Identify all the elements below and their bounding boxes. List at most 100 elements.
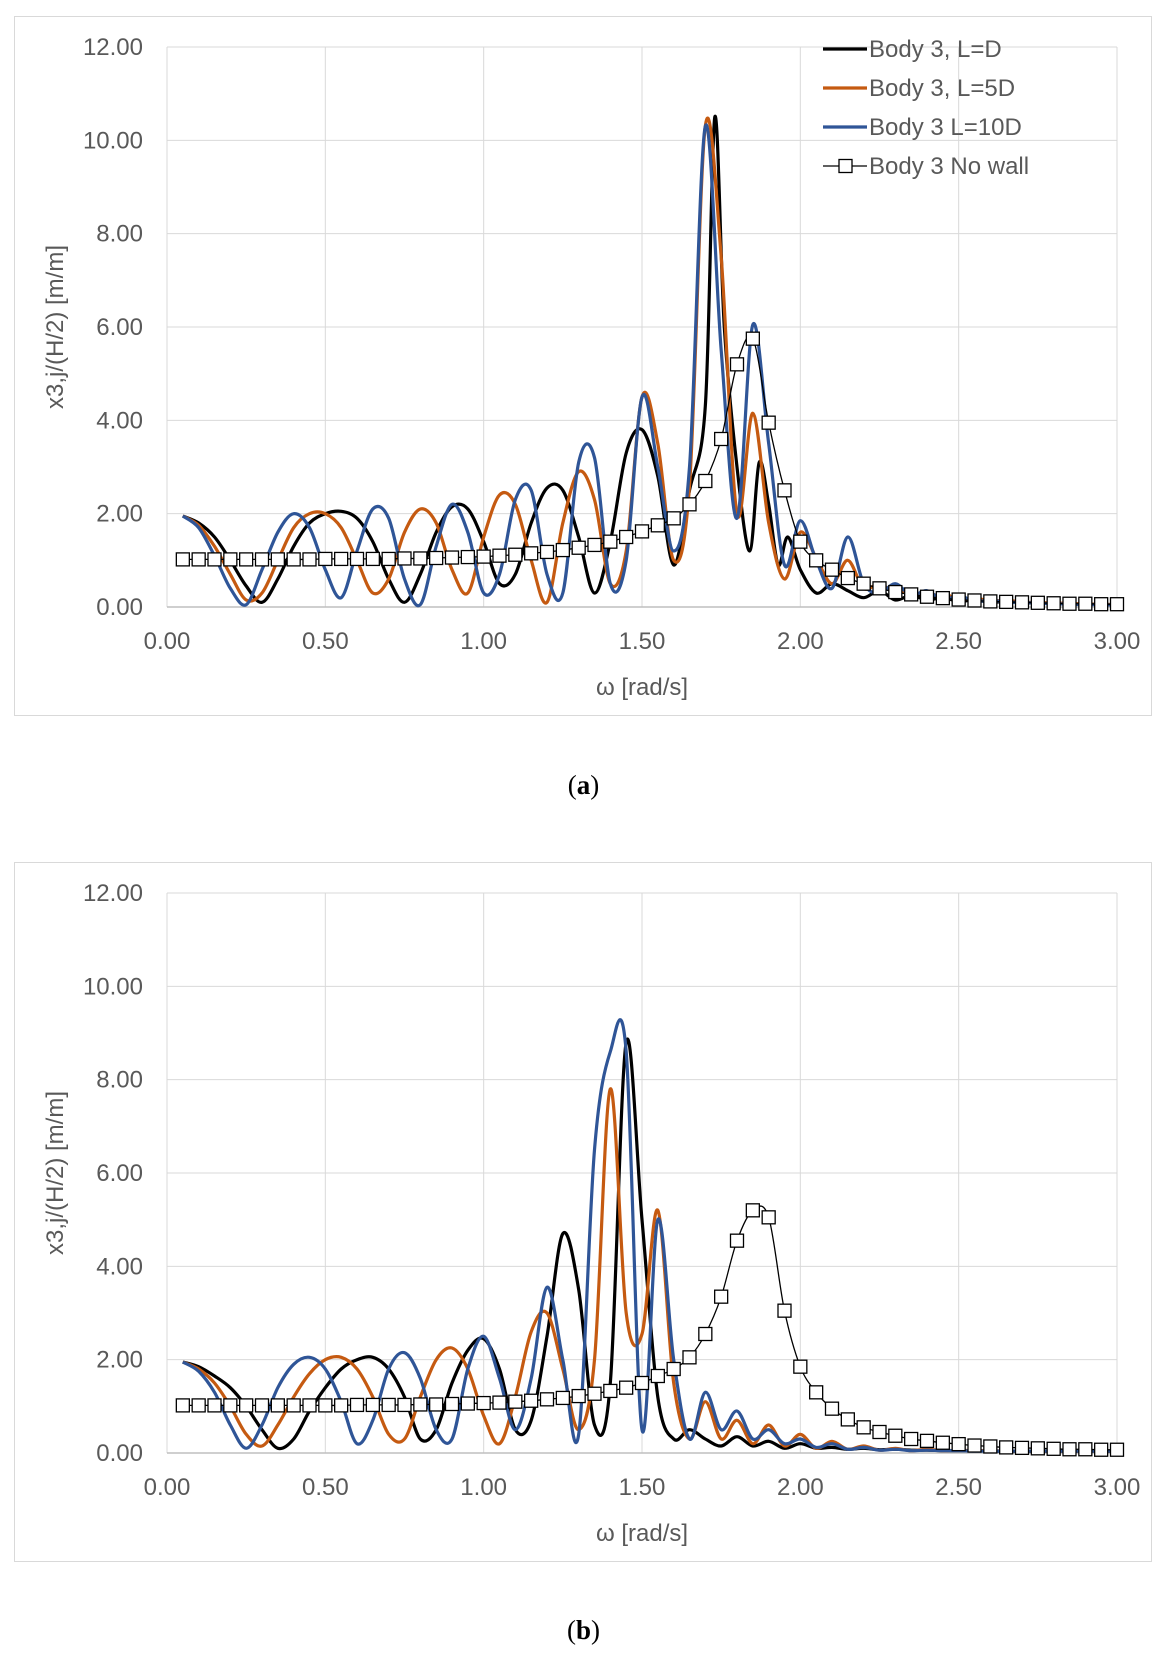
- series-marker: [714, 1289, 729, 1304]
- series-marker: [967, 593, 982, 608]
- legend-label: Body 3, L=D: [869, 36, 1002, 63]
- series-marker: [650, 518, 665, 533]
- series-marker: [888, 584, 903, 600]
- series-marker: [935, 590, 950, 606]
- series-marker: [1030, 595, 1045, 610]
- series-marker: [587, 1386, 602, 1401]
- series-line-2: [181, 123, 1118, 608]
- series-line-0: [182, 1037, 1117, 1453]
- series-marker: [745, 1203, 760, 1218]
- y-tick-label: 4.00: [96, 1253, 143, 1280]
- series-marker: [824, 562, 840, 577]
- series-marker: [761, 415, 776, 430]
- y-tick-label: 0.00: [96, 1440, 143, 1467]
- legend-label: Body 3 L=10D: [869, 114, 1022, 141]
- y-tick-label: 2.00: [96, 1347, 143, 1374]
- x-tick-label: 0.00: [144, 628, 191, 655]
- series-marker: [1094, 1442, 1109, 1457]
- series-marker: [508, 1394, 523, 1409]
- series-marker: [999, 1440, 1014, 1455]
- series-marker: [365, 551, 380, 567]
- series-marker: [397, 1397, 412, 1413]
- series-marker: [1030, 1441, 1045, 1456]
- series-marker: [555, 1390, 570, 1406]
- chart-b-svg: 0.00 0.50 1.00 1.50 2.00 2.50 3.00 0.00 2.00 4.00…: [42, 880, 1140, 1547]
- series-marker: [840, 1412, 855, 1427]
- y-tick-label: 4.00: [96, 407, 143, 434]
- series-marker: [429, 550, 444, 566]
- series-marker: [254, 1398, 270, 1413]
- series-marker: [809, 1385, 824, 1400]
- legend-label: Body 3, L=5D: [869, 75, 1015, 102]
- series-marker: [381, 1397, 396, 1413]
- series-marker: [365, 1397, 380, 1413]
- series-marker: [809, 553, 824, 568]
- x-tick-label: 0.00: [144, 1474, 191, 1501]
- series-line-1: [182, 1087, 1117, 1453]
- series-marker: [1062, 596, 1077, 611]
- series-marker: [492, 548, 507, 563]
- series-marker: [904, 1431, 919, 1447]
- series-marker: [286, 1398, 301, 1413]
- series-marker: [999, 594, 1014, 610]
- series-marker: [1078, 1442, 1093, 1457]
- series-marker: [904, 587, 919, 602]
- series-marker: [349, 1397, 365, 1413]
- series-marker: [714, 431, 729, 447]
- y-tick-label: 10.00: [83, 973, 143, 1000]
- caption-a: (a): [567, 770, 600, 800]
- series-marker: [1046, 596, 1061, 611]
- series-marker: [745, 331, 760, 346]
- x-tick-label: 2.00: [777, 1474, 824, 1501]
- series-marker: [1109, 597, 1125, 612]
- y-tick-label: 8.00: [96, 221, 143, 248]
- y-tick-label: 12.00: [83, 880, 143, 907]
- series-marker: [508, 547, 523, 562]
- series-marker: [492, 1395, 507, 1410]
- x-tick-label: 1.00: [460, 1474, 507, 1501]
- series-marker: [239, 552, 254, 567]
- chart-a-svg: 0.00 0.50 1.00 1.50 2.00 2.50 3.00 0.00 2.00 4.00…: [42, 34, 1140, 701]
- x-tick-label: 2.50: [935, 628, 982, 655]
- series-marker: [587, 537, 602, 553]
- series-marker: [460, 549, 475, 565]
- series-marker: [856, 576, 871, 591]
- series-marker: [175, 552, 190, 567]
- series-marker: [254, 552, 270, 567]
- series-marker: [191, 1398, 206, 1413]
- series-marker: [619, 529, 634, 545]
- x-tick-label: 1.50: [619, 628, 666, 655]
- series-marker: [397, 551, 412, 566]
- series-marker: [919, 1433, 935, 1449]
- legend-swatch-marker: [838, 158, 853, 174]
- series-marker: [1062, 1442, 1077, 1457]
- series-marker: [951, 1436, 966, 1452]
- series-line-1: [181, 116, 1118, 607]
- series-marker: [460, 1396, 475, 1411]
- series-marker: [239, 1398, 254, 1413]
- series-marker: [1109, 1442, 1125, 1457]
- series-marker: [223, 1398, 238, 1413]
- y-tick-label: 6.00: [96, 1160, 143, 1187]
- series-marker: [983, 594, 998, 609]
- series-marker: [413, 1397, 428, 1412]
- series-marker: [191, 552, 206, 567]
- series-marker: [223, 552, 238, 567]
- series-marker: [571, 540, 586, 555]
- series-marker: [555, 542, 570, 558]
- series-marker: [682, 497, 697, 512]
- x-tick-label: 1.00: [460, 628, 507, 655]
- series-marker: [634, 1375, 650, 1391]
- series-marker: [539, 544, 555, 560]
- series-marker: [698, 473, 713, 489]
- series-marker: [983, 1439, 998, 1454]
- series-marker: [175, 1398, 190, 1413]
- series-marker: [1094, 597, 1109, 612]
- series-marker: [302, 552, 317, 567]
- series-marker: [682, 1350, 697, 1365]
- series-marker: [349, 551, 365, 567]
- y-tick-label: 0.00: [96, 594, 143, 621]
- series-marker: [856, 1420, 871, 1435]
- series-marker: [286, 552, 301, 567]
- series-marker: [1014, 595, 1030, 610]
